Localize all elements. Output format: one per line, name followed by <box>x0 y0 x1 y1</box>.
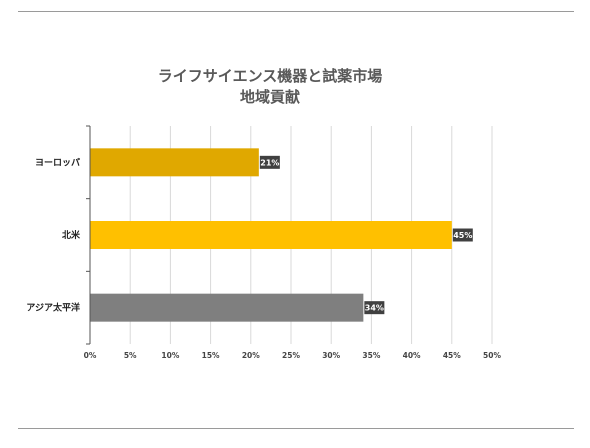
x-tick-labels: 0% 5% 10% 15% 20% 25% 30% 35% 40% 45% 50% <box>84 351 502 360</box>
bar <box>90 148 259 177</box>
data-label: 45% <box>453 231 472 240</box>
data-label-background <box>452 228 473 242</box>
x-tick-label: 50% <box>483 351 501 360</box>
chart-title-block: ライフサイエンス機器と試薬市場 地域貢献 <box>0 66 540 108</box>
data-label: 34% <box>365 304 384 313</box>
data-label-background <box>364 301 385 315</box>
category-label: アジア太平洋 <box>26 302 80 314</box>
x-tick-label: 20% <box>242 351 260 360</box>
data-label: 21% <box>260 158 279 167</box>
bars <box>90 148 452 322</box>
x-tick-label: 40% <box>403 351 421 360</box>
x-tick-label: 5% <box>124 351 137 360</box>
chart-title: ライフサイエンス機器と試薬市場 <box>157 67 383 85</box>
category-label: ヨーロッパ <box>35 156 80 168</box>
x-tick-label: 45% <box>443 351 461 360</box>
x-tick-label: 25% <box>282 351 300 360</box>
x-tick-label: 10% <box>161 351 179 360</box>
chart-subtitle: 地域貢献 <box>239 88 300 106</box>
x-tick-label: 15% <box>202 351 220 360</box>
data-label-background <box>259 155 280 169</box>
bar <box>90 221 452 249</box>
axes <box>86 125 91 345</box>
top-rule <box>18 11 574 12</box>
bottom-rule <box>18 428 574 429</box>
x-tick-label: 35% <box>362 351 380 360</box>
x-tick-label: 0% <box>84 351 97 360</box>
x-tick-label: 30% <box>322 351 340 360</box>
bar <box>90 293 364 322</box>
data-labels: 21% 45% 34% <box>259 155 473 315</box>
category-label: 北米 <box>62 229 81 241</box>
